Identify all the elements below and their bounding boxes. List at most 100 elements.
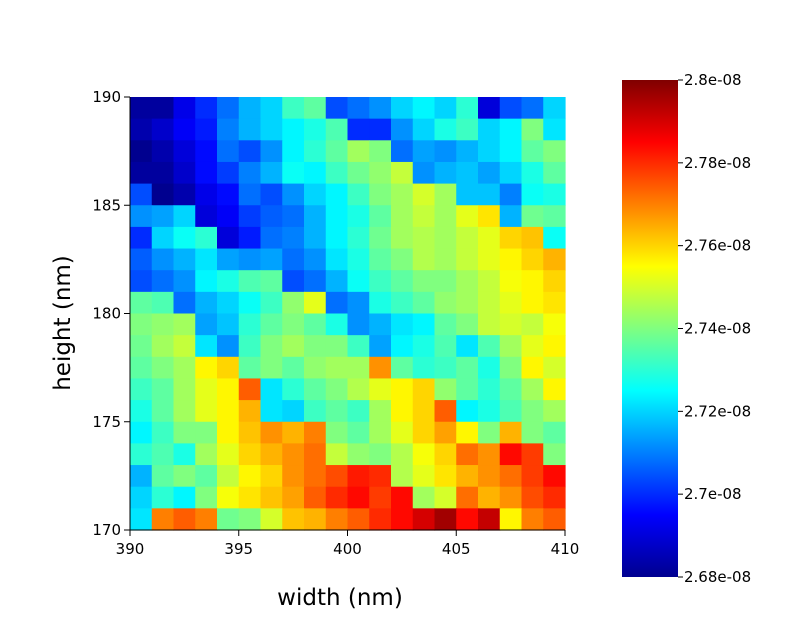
- heatmap-cell: [543, 205, 566, 228]
- heatmap-cell: [391, 140, 414, 163]
- heatmap-cell: [325, 335, 349, 358]
- heatmap-cell: [434, 465, 457, 488]
- heatmap-cell: [282, 335, 305, 358]
- heatmap-cell: [173, 421, 196, 444]
- heatmap-cell: [238, 313, 262, 336]
- heatmap-cell: [282, 97, 305, 120]
- heatmap-cell: [304, 465, 327, 488]
- heatmap-cell: [282, 400, 305, 423]
- heatmap-cell: [260, 486, 283, 509]
- heatmap-cell: [347, 335, 370, 358]
- heatmap-cell: [304, 205, 327, 228]
- heatmap-cell: [195, 313, 218, 336]
- x-tick-label: 410: [551, 540, 580, 558]
- heatmap-cell: [434, 356, 457, 380]
- heatmap-cell: [412, 443, 436, 466]
- heatmap-cell: [347, 226, 370, 250]
- heatmap-cell: [195, 226, 218, 250]
- heatmap-cell: [282, 421, 305, 444]
- heatmap-cell: [282, 443, 305, 466]
- heatmap-cell: [543, 465, 566, 488]
- heatmap-cell: [173, 313, 196, 336]
- heatmap-cell: [412, 226, 436, 250]
- heatmap-cell: [543, 356, 566, 380]
- heatmap-cell: [130, 313, 153, 336]
- heatmap-cell: [434, 97, 457, 120]
- heatmap-cell: [456, 421, 479, 444]
- heatmap-cell: [478, 183, 501, 206]
- heatmap-cell: [151, 421, 175, 444]
- heatmap-cell: [260, 161, 283, 185]
- colorbar-tick-label: 2.72e-08: [684, 402, 751, 420]
- heatmap-cell: [238, 378, 262, 401]
- heatmap-cell: [478, 335, 501, 358]
- heatmap-cell: [217, 270, 240, 293]
- heatmap-cell: [304, 248, 327, 271]
- heatmap-cell: [151, 313, 175, 336]
- heatmap-cell: [173, 226, 196, 250]
- heatmap-cell: [412, 356, 436, 380]
- heatmap-cell: [456, 313, 479, 336]
- heatmap-cell: [478, 161, 501, 185]
- heatmap-cell: [478, 378, 501, 401]
- heatmap-cell: [130, 378, 153, 401]
- heatmap-cell: [195, 508, 218, 531]
- heatmap-cell: [260, 97, 283, 120]
- heatmap-cell: [325, 421, 349, 444]
- heatmap-cell: [217, 161, 240, 185]
- heatmap-cell: [456, 356, 479, 380]
- colorbar-tick-label: 2.78e-08: [684, 154, 751, 172]
- heatmap-cell: [456, 161, 479, 185]
- heatmap-cell: [238, 248, 262, 271]
- heatmap-cell: [195, 443, 218, 466]
- heatmap-cell: [260, 421, 283, 444]
- heatmap-cell: [304, 140, 327, 163]
- heatmap-cell: [217, 508, 240, 531]
- heatmap-cell: [456, 443, 479, 466]
- heatmap-cell: [260, 291, 283, 315]
- heatmap-cell: [304, 97, 327, 120]
- heatmap-cell: [434, 486, 457, 509]
- heatmap-cell: [412, 335, 436, 358]
- heatmap-cell: [260, 118, 283, 141]
- heatmap-cell: [499, 443, 523, 466]
- colorbar-tick-label: 2.7e-08: [684, 485, 742, 503]
- heatmap-cell: [260, 508, 283, 531]
- heatmap-cell: [456, 270, 479, 293]
- heatmap-cell: [391, 183, 414, 206]
- heatmap-cell: [282, 140, 305, 163]
- heatmap-cell: [347, 97, 370, 120]
- heatmap-cell: [391, 291, 414, 315]
- heatmap-cell: [325, 270, 349, 293]
- heatmap-cell: [173, 443, 196, 466]
- heatmap-cell: [325, 118, 349, 141]
- heatmap-cell: [173, 183, 196, 206]
- heatmap-cell: [238, 140, 262, 163]
- heatmap-cell: [282, 313, 305, 336]
- heatmap-cell: [304, 313, 327, 336]
- heatmap-cell: [173, 508, 196, 531]
- heatmap-cell: [478, 140, 501, 163]
- heatmap-cell: [521, 226, 544, 250]
- heatmap-cell: [260, 335, 283, 358]
- heatmap-cell: [521, 291, 544, 315]
- heatmap-cell: [282, 291, 305, 315]
- heatmap-cell: [173, 335, 196, 358]
- heatmap-cell: [304, 508, 327, 531]
- heatmap-cell: [217, 140, 240, 163]
- heatmap-cell: [456, 465, 479, 488]
- heatmap-cell: [543, 97, 566, 120]
- heatmap-cell: [521, 183, 544, 206]
- heatmap-cell: [412, 97, 436, 120]
- heatmap-cell: [478, 118, 501, 141]
- heatmap-cell: [434, 508, 457, 531]
- heatmap-cell: [130, 248, 153, 271]
- heatmap-cell: [238, 421, 262, 444]
- heatmap-cell: [391, 161, 414, 185]
- heatmap-cell: [521, 205, 544, 228]
- heatmap-cell: [347, 118, 370, 141]
- heatmap-cell: [434, 335, 457, 358]
- heatmap-cell: [325, 161, 349, 185]
- heatmap-cell: [412, 140, 436, 163]
